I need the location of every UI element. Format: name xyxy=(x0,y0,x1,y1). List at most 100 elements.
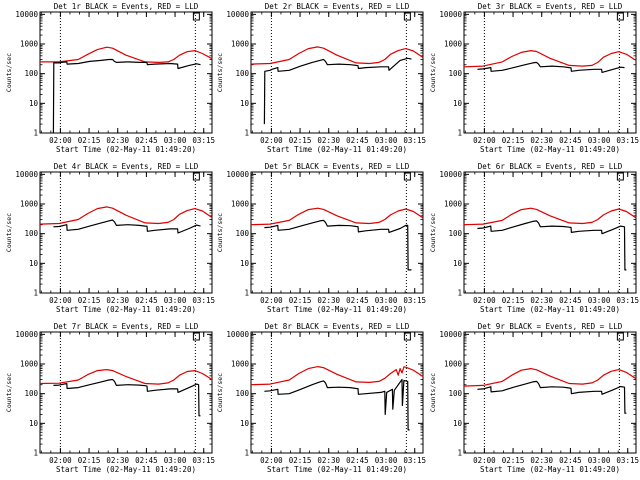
x-tick-label: 02:45 xyxy=(346,136,369,145)
x-tick-label: 03:00 xyxy=(588,296,611,305)
x-tick-label: 03:00 xyxy=(375,296,398,305)
y-tick-label: 10 xyxy=(29,259,39,268)
y-tick-label: 100 xyxy=(448,389,462,398)
time-marker-box xyxy=(192,12,200,21)
time-marker-box xyxy=(403,172,411,181)
x-tick-label: 02:30 xyxy=(530,296,553,305)
x-tick-label: 02:00 xyxy=(49,296,72,305)
chart-title: Det 2r BLACK = Events, RED = LLD xyxy=(265,2,410,11)
plot-frame xyxy=(250,331,424,454)
x-tick-label: 02:15 xyxy=(502,296,525,305)
time-marker-box xyxy=(192,332,200,341)
x-tick-label: 03:15 xyxy=(403,296,426,305)
chart-panel-7: Det 7r BLACK = Events, RED = LLD 1 10 100 10… xyxy=(5,322,215,474)
x-tick-label: 03:15 xyxy=(616,136,639,145)
y-tick-label: 10 xyxy=(240,419,250,428)
x-tick-label: 02:00 xyxy=(260,296,283,305)
lld-series-line xyxy=(463,50,637,68)
y-tick-label: 10 xyxy=(240,259,250,268)
lld-series-line xyxy=(250,366,424,386)
y-tick-label: 10000 xyxy=(439,330,462,339)
x-tick-label: 03:00 xyxy=(164,136,187,145)
x-tick-label: 02:45 xyxy=(135,136,158,145)
x-axis-label: Start Time (02-May-11 01:49:20) xyxy=(56,465,196,474)
plot-frame xyxy=(39,171,213,294)
time-marker-box xyxy=(616,12,624,21)
y-tick-label: 10 xyxy=(29,99,39,108)
y-tick-label: 10000 xyxy=(439,170,462,179)
x-tick-label: 02:30 xyxy=(106,456,129,465)
y-tick-label: 10000 xyxy=(15,330,38,339)
y-tick-label: 1000 xyxy=(20,40,39,49)
x-tick-label: 03:15 xyxy=(192,136,215,145)
y-tick-label: 10 xyxy=(29,419,39,428)
x-tick-label: 02:15 xyxy=(502,456,525,465)
y-axis-label: Counts/sec xyxy=(5,213,13,252)
x-tick-label: 02:45 xyxy=(559,296,582,305)
x-tick-label: 02:30 xyxy=(530,136,553,145)
x-tick-label: 02:45 xyxy=(559,456,582,465)
plot-frame xyxy=(463,331,637,454)
x-tick-label: 02:15 xyxy=(78,456,101,465)
y-tick-label: 1000 xyxy=(20,200,39,209)
x-tick-label: 03:00 xyxy=(164,456,187,465)
x-axis-label: Start Time (02-May-11 01:49:20) xyxy=(480,145,620,154)
lld-series-line xyxy=(250,46,424,65)
y-axis-label: Counts/sec xyxy=(429,213,437,252)
y-tick-label: 10000 xyxy=(15,10,38,19)
plot-frame xyxy=(250,11,424,134)
y-tick-label: 1000 xyxy=(231,40,250,49)
chart-panel-8: Det 8r BLACK = Events, RED = LLD 1 10 100 10… xyxy=(216,322,426,474)
lld-series-line xyxy=(463,368,637,387)
x-axis-label: Start Time (02-May-11 01:49:20) xyxy=(480,305,620,314)
x-tick-label: 02:45 xyxy=(346,296,369,305)
chart-panel-5: Det 5r BLACK = Events, RED = LLD 1 10 100 10… xyxy=(216,162,426,314)
x-tick-label: 02:00 xyxy=(473,456,496,465)
plot-frame xyxy=(463,11,637,134)
x-tick-label: 03:00 xyxy=(164,296,187,305)
plot-frame xyxy=(250,171,424,294)
y-tick-label: 1 xyxy=(457,289,462,298)
events-series-line xyxy=(263,57,412,125)
events-series-line xyxy=(477,61,625,73)
x-tick-label: 02:45 xyxy=(135,456,158,465)
y-tick-label: 1000 xyxy=(231,360,250,369)
x-tick-label: 02:15 xyxy=(289,456,312,465)
y-tick-label: 1 xyxy=(244,449,249,458)
chart-panel-3: Det 3r BLACK = Events, RED = LLD 1 10 100 10… xyxy=(429,2,639,154)
x-tick-label: 02:30 xyxy=(106,296,129,305)
plot-frame xyxy=(39,331,213,454)
y-tick-label: 1000 xyxy=(444,360,463,369)
chart-title: Det 3r BLACK = Events, RED = LLD xyxy=(478,2,623,11)
y-tick-label: 10000 xyxy=(226,10,249,19)
y-tick-label: 1000 xyxy=(444,200,463,209)
y-tick-label: 100 xyxy=(235,389,249,398)
y-tick-label: 1 xyxy=(33,449,38,458)
x-tick-label: 02:45 xyxy=(135,296,158,305)
x-tick-label: 02:15 xyxy=(78,136,101,145)
y-tick-label: 1000 xyxy=(231,200,250,209)
chart-title: Det 9r BLACK = Events, RED = LLD xyxy=(478,322,623,331)
time-marker-box xyxy=(192,172,200,181)
y-tick-label: 10 xyxy=(453,99,463,108)
y-tick-label: 10000 xyxy=(439,10,462,19)
chart-title: Det 5r BLACK = Events, RED = LLD xyxy=(265,162,410,171)
y-tick-label: 10000 xyxy=(226,330,249,339)
y-tick-label: 100 xyxy=(24,69,38,78)
plot-frame xyxy=(39,11,213,134)
x-tick-label: 03:15 xyxy=(403,456,426,465)
y-tick-label: 10000 xyxy=(15,170,38,179)
y-tick-label: 100 xyxy=(24,229,38,238)
events-series-line xyxy=(264,219,412,271)
x-axis-label: Start Time (02-May-11 01:49:20) xyxy=(56,145,196,154)
y-tick-label: 100 xyxy=(235,229,249,238)
x-tick-label: 03:00 xyxy=(588,136,611,145)
plot-frame xyxy=(463,171,637,294)
events-series-line xyxy=(264,378,410,431)
x-tick-label: 03:15 xyxy=(192,296,215,305)
chart-panel-9: Det 9r BLACK = Events, RED = LLD 1 10 100 10… xyxy=(429,322,639,474)
x-tick-label: 02:45 xyxy=(559,136,582,145)
x-tick-label: 02:15 xyxy=(289,296,312,305)
y-tick-label: 1000 xyxy=(444,40,463,49)
